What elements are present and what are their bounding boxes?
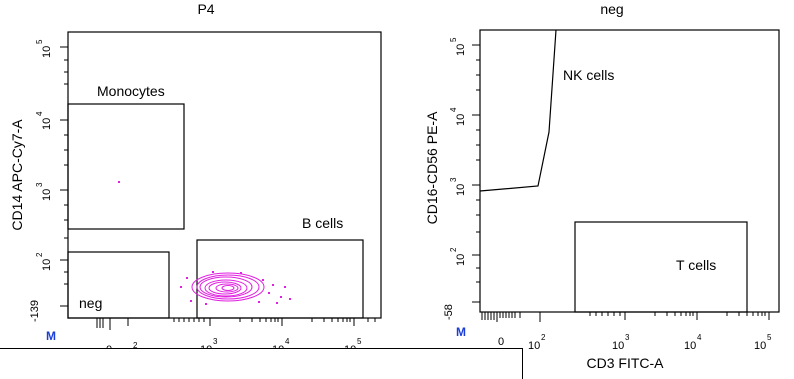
gate-monocytes-label: Monocytes [97, 83, 165, 99]
left-y-ticks [60, 46, 68, 307]
left-x-ticks [96, 318, 376, 330]
right-ytick-1e4-exp: 4 [449, 107, 458, 112]
right-xtick-1e5-exp: 5 [767, 333, 772, 342]
left-ytick-1e2-base: 10 [41, 259, 53, 271]
right-xtick-1e3-exp: 3 [625, 333, 630, 342]
event-dot [118, 181, 120, 183]
left-xtick-1e4-exp: 4 [285, 337, 290, 346]
gate-neg[interactable] [67, 251, 170, 319]
contour-scatter-points [180, 271, 291, 305]
right-xtick-1e2-base: 10 [528, 340, 540, 352]
right-xtick-1e2-exp: 2 [541, 333, 546, 342]
left-marker-m[interactable]: M [46, 329, 56, 343]
right-ytick-1e5-base: 10 [455, 44, 467, 56]
left-plot: P4 CD14 APC-Cy7-A 10 5 10 4 10 3 10 2 -1… [9, 1, 382, 360]
left-ytick-neg139: -139 [29, 300, 41, 322]
left-y-tick-labels: 10 5 10 4 10 3 10 2 -139 [29, 39, 53, 322]
left-y-axis-label: CD14 APC-Cy7-A [9, 119, 25, 231]
right-x-axis-label: CD3 FITC-A [587, 355, 665, 370]
right-plot-frame [479, 29, 780, 313]
right-xtick-1e3-base: 10 [612, 340, 624, 352]
left-ytick-1e2-exp: 2 [35, 252, 44, 257]
left-ytick-1e3-exp: 3 [35, 182, 44, 187]
left-ytick-1e5-base: 10 [41, 46, 53, 58]
right-ytick-1e2-exp: 2 [449, 247, 458, 252]
right-xtick-1e5-base: 10 [754, 340, 766, 352]
flow-cytometry-figure: P4 CD14 APC-Cy7-A 10 5 10 4 10 3 10 2 -1… [9, 1, 780, 370]
b-cell-contour-plot [191, 272, 265, 302]
left-ytick-1e3-base: 10 [41, 189, 53, 201]
right-marker-m[interactable]: M [456, 325, 466, 339]
right-x-ticks [481, 312, 770, 322]
left-xtick-1e5-exp: 5 [357, 337, 362, 346]
gate-neg-label: neg [79, 295, 102, 311]
gate-nk-cells-label: NK cells [563, 67, 614, 83]
right-ytick-neg58: -58 [443, 304, 455, 320]
right-ytick-1e5-exp: 5 [449, 37, 458, 42]
right-y-axis-label: CD16-CD56 PE-A [424, 111, 440, 224]
right-plot-title: neg [600, 1, 623, 17]
right-xtick-1e4-base: 10 [684, 340, 696, 352]
left-xtick-1e2-exp: 2 [133, 341, 138, 350]
right-ytick-1e3-exp: 3 [449, 177, 458, 182]
gate-t-cells[interactable] [574, 221, 748, 313]
gate-nk-cells[interactable] [479, 29, 557, 192]
left-plot-title: P4 [197, 1, 214, 17]
gate-b-cells[interactable] [196, 239, 364, 319]
right-x-tick-labels: 0 10 2 10 3 10 4 10 5 [498, 333, 772, 352]
right-xtick-0: 0 [498, 336, 504, 348]
left-ytick-1e5-exp: 5 [35, 39, 44, 44]
right-xtick-1e4-exp: 4 [697, 333, 702, 342]
right-y-tick-labels: 10 5 10 4 10 3 10 2 -58 [443, 37, 467, 320]
right-ytick-1e4-base: 10 [455, 114, 467, 126]
left-xtick-1e3-exp: 3 [213, 337, 218, 346]
left-ytick-1e4-exp: 4 [35, 111, 44, 116]
gate-b-cells-label: B cells [302, 215, 343, 231]
right-ytick-1e3-base: 10 [455, 184, 467, 196]
right-y-ticks [472, 44, 480, 303]
gate-monocytes[interactable] [67, 103, 185, 230]
overlapping-window-edge [0, 348, 523, 379]
right-plot: neg CD16-CD56 PE-A 10 5 10 4 10 3 10 2 -… [424, 1, 780, 370]
left-ytick-1e4-base: 10 [41, 118, 53, 130]
gate-t-cells-label: T cells [676, 257, 716, 273]
right-ytick-1e2-base: 10 [455, 254, 467, 266]
